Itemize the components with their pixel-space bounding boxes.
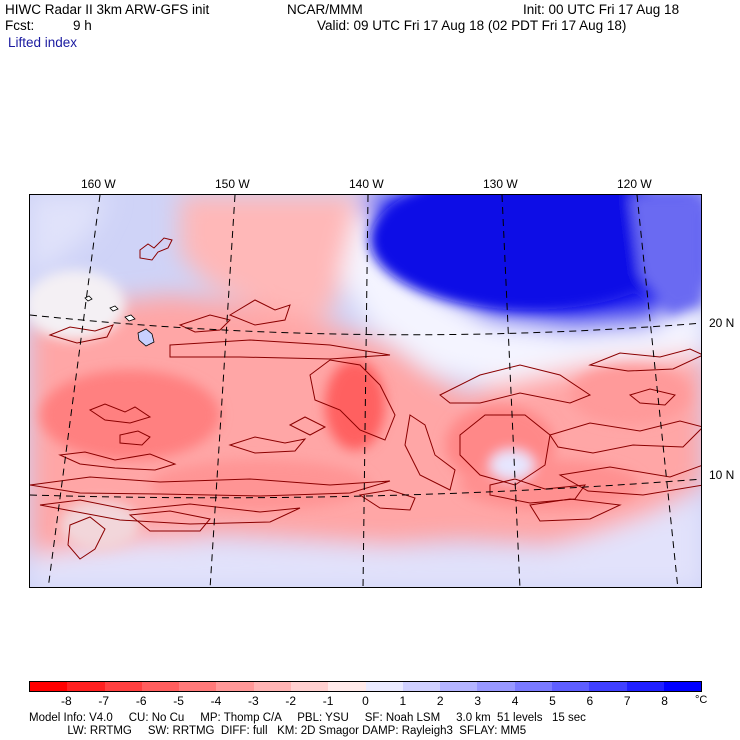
field-name: Lifted index (8, 35, 78, 50)
colorbar-swatch (141, 682, 180, 691)
colorbar-tick-label: -6 (135, 694, 147, 708)
colorbar-tick-label: 7 (623, 694, 631, 708)
forecast-hour: 9 h (73, 18, 92, 33)
colorbar-tick-label: -8 (61, 694, 72, 708)
colorbar-tick-label: 5 (549, 694, 556, 708)
init-time: Init: 00 UTC Fri 17 Aug 18 (523, 2, 680, 17)
colorbar-swatch (365, 682, 403, 691)
colorbar-tick-label: -4 (210, 694, 222, 708)
colorbar-unit: °C (695, 694, 708, 706)
colorbar-swatch (402, 682, 441, 691)
colorbar-tick-label: -3 (247, 694, 259, 708)
lon-label-150w: 150 W (215, 177, 250, 191)
colorbar-swatch (30, 682, 68, 691)
colorbar-swatch (67, 682, 105, 691)
colorbar-swatch (589, 682, 627, 691)
colorbar-tick-label: -1 (322, 694, 334, 708)
colorbar-swatch (104, 682, 142, 691)
colorbar-tick-label: 4 (511, 694, 519, 708)
colorbar-tick-label: -7 (98, 694, 110, 708)
hawaii-islands (84, 295, 155, 347)
lon-label-130w: 130 W (483, 177, 518, 191)
colorbar-swatch (514, 682, 552, 691)
model-title: HIWC Radar II 3km ARW-GFS init (5, 2, 210, 17)
instability-contours (30, 237, 701, 560)
colorbar-tick-label: -5 (173, 694, 184, 708)
colorbar-tick-label: 6 (586, 694, 594, 708)
colorbar-swatch (440, 682, 478, 691)
colorbar-tick-label: 0 (362, 694, 369, 708)
colorbar-tick-label: 3 (474, 694, 481, 708)
map-canvas (30, 195, 701, 587)
colorbar-swatch (663, 682, 702, 691)
lat-label-20n: 20 N (709, 316, 735, 330)
lifted-index-map (29, 194, 702, 588)
colorbar-swatch (216, 682, 254, 691)
model-info-line1: Model Info: V4.0 CU: No Cu MP: Thomp C/A… (29, 712, 586, 724)
lon-label-140w: 140 W (349, 177, 384, 191)
colorbar-swatch (179, 682, 217, 691)
organization: NCAR/MMM (287, 2, 363, 17)
lon-label-160w: 160 W (81, 177, 116, 191)
colorbar-swatch (290, 682, 329, 691)
lat-label-10n: 10 N (709, 468, 735, 482)
forecast-label: Fcst: (5, 18, 35, 33)
colorbar-swatch (253, 682, 291, 691)
colorbar-tick-label: 1 (399, 694, 407, 708)
colorbar-tick-label: 8 (661, 694, 668, 708)
colorbar-swatch (328, 682, 366, 691)
colorbar-tick-label: 2 (436, 694, 444, 708)
graticule (30, 195, 701, 587)
model-info-line2: LW: RRTMG SW: RRTMG DIFF: full KM: 2D Sm… (29, 725, 527, 737)
colorbar-swatch (477, 682, 515, 691)
valid-time: Valid: 09 UTC Fri 17 Aug 18 (02 PDT Fri … (317, 18, 627, 33)
colorbar-swatch (551, 682, 590, 691)
colorbar-tick-label: -2 (285, 694, 297, 708)
lon-label-120w: 120 W (617, 177, 652, 191)
colorbar-swatch (626, 682, 664, 691)
lifted-index-colorbar (29, 681, 702, 692)
